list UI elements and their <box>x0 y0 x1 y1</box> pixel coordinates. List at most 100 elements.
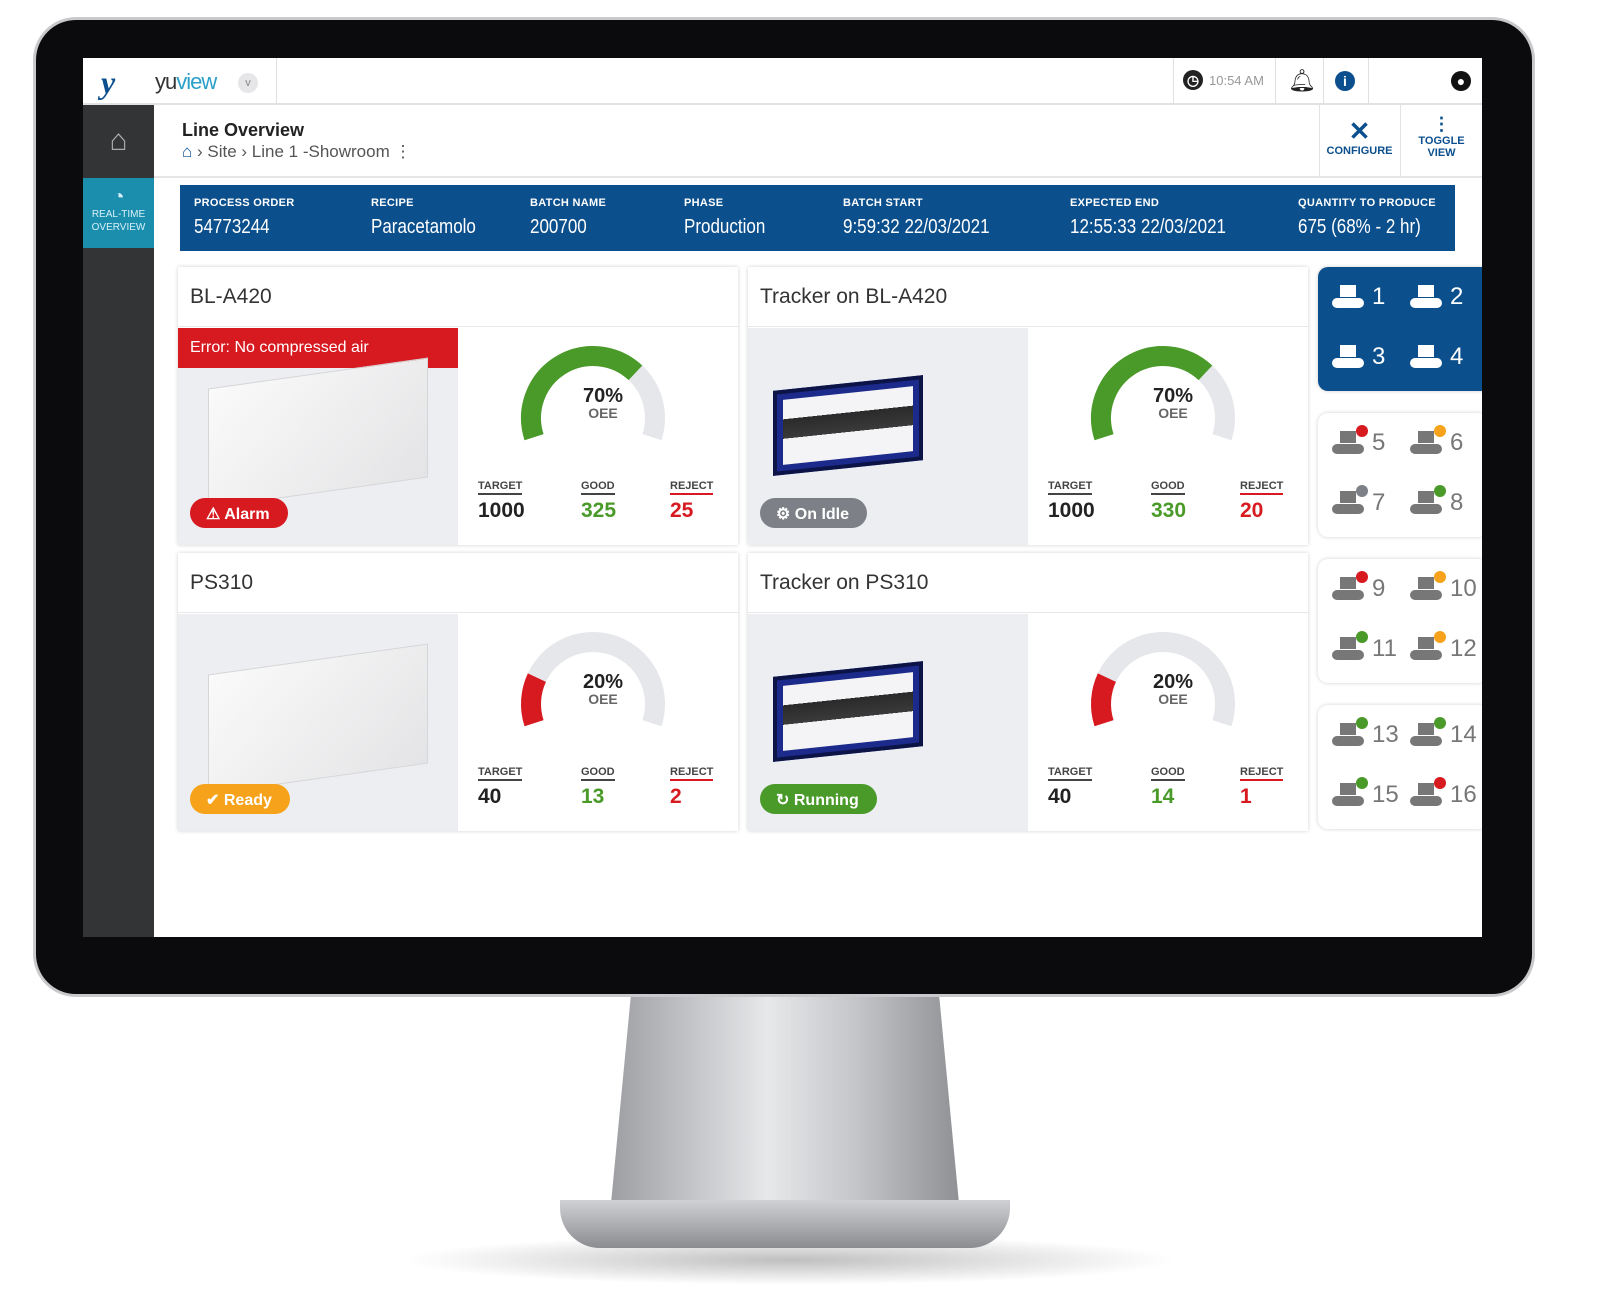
app-name[interactable]: yuview <box>155 69 217 94</box>
batch-field: BATCH START 9:59:32 22/03/2021 <box>843 197 1015 239</box>
batch-field-label: RECIPE <box>371 197 414 209</box>
conveyor-icon <box>1410 717 1446 747</box>
line-item[interactable]: 10 <box>1410 571 1477 603</box>
line-item[interactable]: 12 <box>1410 631 1477 663</box>
conveyor-icon <box>1332 425 1368 455</box>
status-dot <box>1356 717 1368 729</box>
breadcrumb-site[interactable]: Site <box>207 142 237 161</box>
machine-image: Error: No compressed air ⚠ Alarm <box>178 328 458 545</box>
card-title: PS310 <box>178 553 738 613</box>
top-bar: y yuview v ◷ 10:54 AM 🔔︎ i ● <box>83 58 1482 105</box>
oee-gauge <box>521 346 665 441</box>
status-dot <box>1356 631 1368 643</box>
home-icon[interactable]: ⌂ <box>182 142 193 161</box>
conveyor-icon <box>1410 777 1446 807</box>
bell-icon[interactable]: 🔔︎ <box>1288 68 1316 93</box>
line-item[interactable]: 14 <box>1410 717 1477 749</box>
line-group[interactable]: 13 14 15 16 <box>1318 705 1482 829</box>
machine-card[interactable]: BL-A420 Error: No compressed air ⚠ Alarm… <box>178 267 738 545</box>
status-icon: ✔ <box>206 792 220 809</box>
line-item[interactable]: 8 <box>1410 485 1463 517</box>
line-item[interactable]: 11 <box>1332 631 1397 663</box>
divider <box>1275 58 1276 105</box>
oee-value: 20% <box>582 671 624 693</box>
status-icon: ⚠ <box>206 506 221 523</box>
monitor-stand <box>610 994 960 1214</box>
card-title: Tracker on PS310 <box>748 553 1308 613</box>
oee-value: 20% <box>1152 671 1194 693</box>
status-dot <box>1356 777 1368 789</box>
line-item[interactable]: 7 <box>1332 485 1385 517</box>
oee-gauge <box>1091 632 1235 727</box>
conveyor-icon <box>1332 571 1368 601</box>
oee-label: OEE <box>1158 691 1188 707</box>
conveyor-icon <box>1410 485 1446 515</box>
clock: ◷ 10:54 AM <box>1183 70 1264 90</box>
info-icon[interactable]: i <box>1335 71 1355 91</box>
line-group[interactable]: 9 10 11 12 <box>1318 559 1482 683</box>
good-stat: GOOD 14 <box>1151 766 1185 808</box>
machine-card[interactable]: Tracker on PS310 ↻ Running 20% OEE TARGE… <box>748 553 1308 831</box>
machine-card[interactable]: Tracker on BL-A420 ⚙ On Idle 70% OEE TAR… <box>748 267 1308 545</box>
line-item[interactable]: 1 <box>1332 283 1385 311</box>
line-item[interactable]: 6 <box>1410 425 1463 457</box>
status-badge[interactable]: ✔ Ready <box>190 784 290 814</box>
batch-field-value: Paracetamolo <box>371 216 476 238</box>
batch-field: QUANTITY TO PRODUCE 675 (68% - 2 hr) <box>1298 197 1443 239</box>
oee-panel: 70% OEE TARGET 1000 GOOD 325 REJECT 25 <box>458 328 738 545</box>
reject-stat: REJECT 1 <box>1240 766 1284 808</box>
status-badge[interactable]: ⚠ Alarm <box>190 498 288 528</box>
oee-label: OEE <box>1158 405 1188 421</box>
gauge-fill <box>1091 673 1117 727</box>
conveyor-icon <box>1410 285 1442 309</box>
batch-field: EXPECTED END 12:55:33 22/03/2021 <box>1070 197 1254 239</box>
batch-field-value: 675 (68% - 2 hr) <box>1298 216 1421 238</box>
machine-image: ↻ Running <box>748 614 1028 831</box>
tracker-tablet-image <box>773 375 923 476</box>
breadcrumb-line[interactable]: Line 1 -Showroom <box>251 142 390 161</box>
line-item[interactable]: 4 <box>1410 343 1463 371</box>
status-dot <box>1356 425 1368 437</box>
line-item[interactable]: 9 <box>1332 571 1385 603</box>
machine-card[interactable]: PS310 ✔ Ready 20% OEE TARGET 40 GOOD 13 RE… <box>178 553 738 831</box>
line-item[interactable]: 15 <box>1332 777 1399 809</box>
status-badge[interactable]: ⚙ On Idle <box>760 498 868 528</box>
batch-field-label: BATCH NAME <box>530 197 607 209</box>
gauge-fill <box>521 673 547 727</box>
good-stat: GOOD 13 <box>581 766 615 808</box>
status-badge[interactable]: ↻ Running <box>760 784 877 814</box>
batch-field-label: QUANTITY TO PRODUCE <box>1298 197 1436 209</box>
chevron-down-icon[interactable]: v <box>238 73 258 93</box>
divider <box>276 58 277 105</box>
line-item[interactable]: 5 <box>1332 425 1385 457</box>
configure-button[interactable]: ✕ CONFIGURE <box>1319 105 1399 177</box>
batch-field-value: 9:59:32 22/03/2021 <box>843 216 990 238</box>
gauge-fill <box>1091 346 1213 441</box>
line-item[interactable]: 3 <box>1332 343 1385 371</box>
target-stat: TARGET 40 <box>1048 766 1093 808</box>
home-icon[interactable]: ⌂ <box>109 124 128 157</box>
reject-stat: REJECT 25 <box>670 480 714 522</box>
conveyor-icon <box>1332 631 1368 661</box>
breadcrumb: ⌂ › Site › Line 1 -Showroom ⋮ <box>182 142 412 161</box>
tools-icon: ✕ <box>1348 116 1371 146</box>
batch-field-label: BATCH START <box>843 197 923 209</box>
good-stat: GOOD 330 <box>1151 480 1187 522</box>
toggle-view-button[interactable]: ⋮ TOGGLE VIEW <box>1400 105 1482 177</box>
line-item[interactable]: 13 <box>1332 717 1399 749</box>
batch-field-value: 12:55:33 22/03/2021 <box>1070 216 1226 238</box>
app-logo: y <box>101 64 116 100</box>
conveyor-icon <box>1332 717 1368 747</box>
conveyor-icon <box>1410 345 1442 369</box>
more-icon[interactable]: ⋮ <box>394 142 412 161</box>
batch-field-label: EXPECTED END <box>1070 197 1160 209</box>
screen: y yuview v ◷ 10:54 AM 🔔︎ i ● ⌂ ◔ REAL-TIM… <box>83 58 1482 937</box>
reject-stat: REJECT 20 <box>1240 480 1284 522</box>
status-dot <box>1434 631 1446 643</box>
line-item[interactable]: 2 <box>1410 283 1463 311</box>
line-item[interactable]: 16 <box>1410 777 1477 809</box>
user-icon[interactable]: ● <box>1451 71 1471 91</box>
sidebar-item-real-time-overview[interactable]: ◔ REAL-TIME OVERVIEW <box>83 178 154 248</box>
